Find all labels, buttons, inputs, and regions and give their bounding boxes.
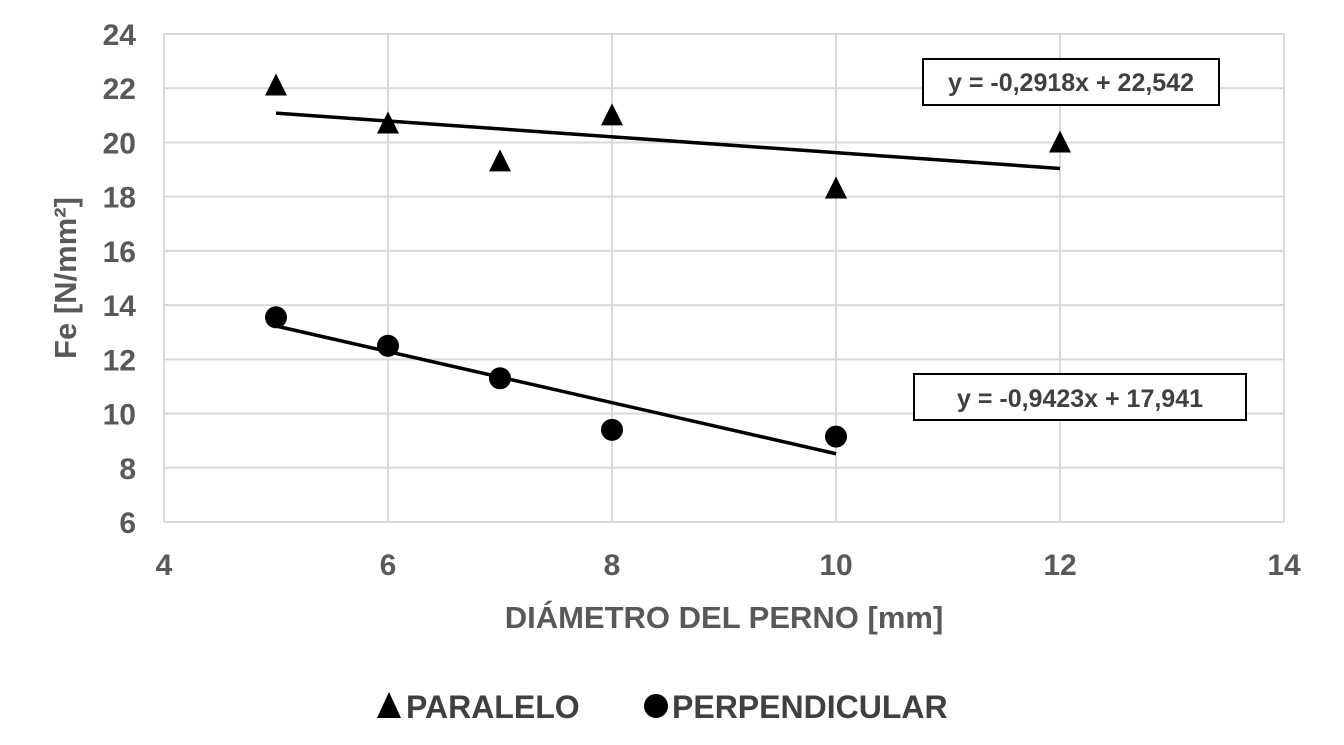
legend-label-paralelo: PARALELO (406, 689, 580, 725)
circle-icon (644, 694, 668, 718)
x-tick-label: 4 (156, 549, 173, 582)
x-tick-label: 12 (1043, 549, 1076, 582)
trendline-perpendicular (275, 324, 837, 456)
trendlines (275, 111, 1061, 456)
legend-label-perpendicular: PERPENDICULAR (672, 689, 948, 725)
y-axis-title: Fe [N/mm²] (48, 197, 83, 359)
y-tick-label: 24 (103, 19, 137, 52)
point-paralelo (489, 149, 511, 172)
legend-item-paralelo: PARALELO (377, 689, 580, 725)
point-paralelo (1049, 130, 1071, 153)
data-markers (265, 73, 1071, 448)
y-tick-label: 14 (103, 290, 137, 323)
y-tick-label: 8 (119, 453, 136, 486)
y-tick-label: 20 (103, 127, 136, 160)
y-tick-label: 22 (103, 73, 136, 106)
point-perpendicular (265, 306, 287, 329)
point-perpendicular (601, 418, 623, 441)
trendline-paralelo (275, 111, 1061, 171)
x-tick-label: 8 (604, 549, 621, 582)
x-axis-title: DIÁMETRO DEL PERNO [mm] (505, 600, 944, 635)
y-axis-tick-labels: 6 8 10 12 14 16 18 20 22 24 (103, 19, 137, 540)
grid-lines (163, 33, 1285, 523)
y-tick-label: 16 (103, 236, 136, 269)
triangle-icon (377, 692, 401, 718)
point-paralelo (601, 103, 623, 126)
x-axis-tick-labels: 4 6 8 10 12 14 (156, 549, 1301, 582)
point-perpendicular (377, 334, 399, 357)
point-paralelo (265, 73, 287, 96)
equation-box-perpendicular: y = -0,9423x + 17,941 (913, 373, 1247, 421)
point-perpendicular (825, 425, 847, 448)
x-tick-label: 14 (1267, 549, 1301, 582)
y-tick-label: 6 (119, 507, 136, 540)
x-tick-label: 10 (819, 549, 852, 582)
equation-paralelo: y = -0,2918x + 22,542 (948, 69, 1194, 97)
y-tick-label: 18 (103, 182, 136, 215)
legend: PARALELO PERPENDICULAR (377, 689, 948, 725)
y-tick-label: 10 (103, 399, 136, 432)
equation-perpendicular: y = -0,9423x + 17,941 (957, 385, 1203, 413)
point-paralelo (377, 111, 399, 134)
equation-box-paralelo: y = -0,2918x + 22,542 (922, 58, 1220, 106)
y-tick-label: 12 (103, 344, 136, 377)
point-perpendicular (489, 367, 511, 390)
x-tick-label: 6 (380, 549, 397, 582)
legend-item-perpendicular: PERPENDICULAR (644, 689, 948, 725)
point-paralelo (825, 176, 847, 199)
